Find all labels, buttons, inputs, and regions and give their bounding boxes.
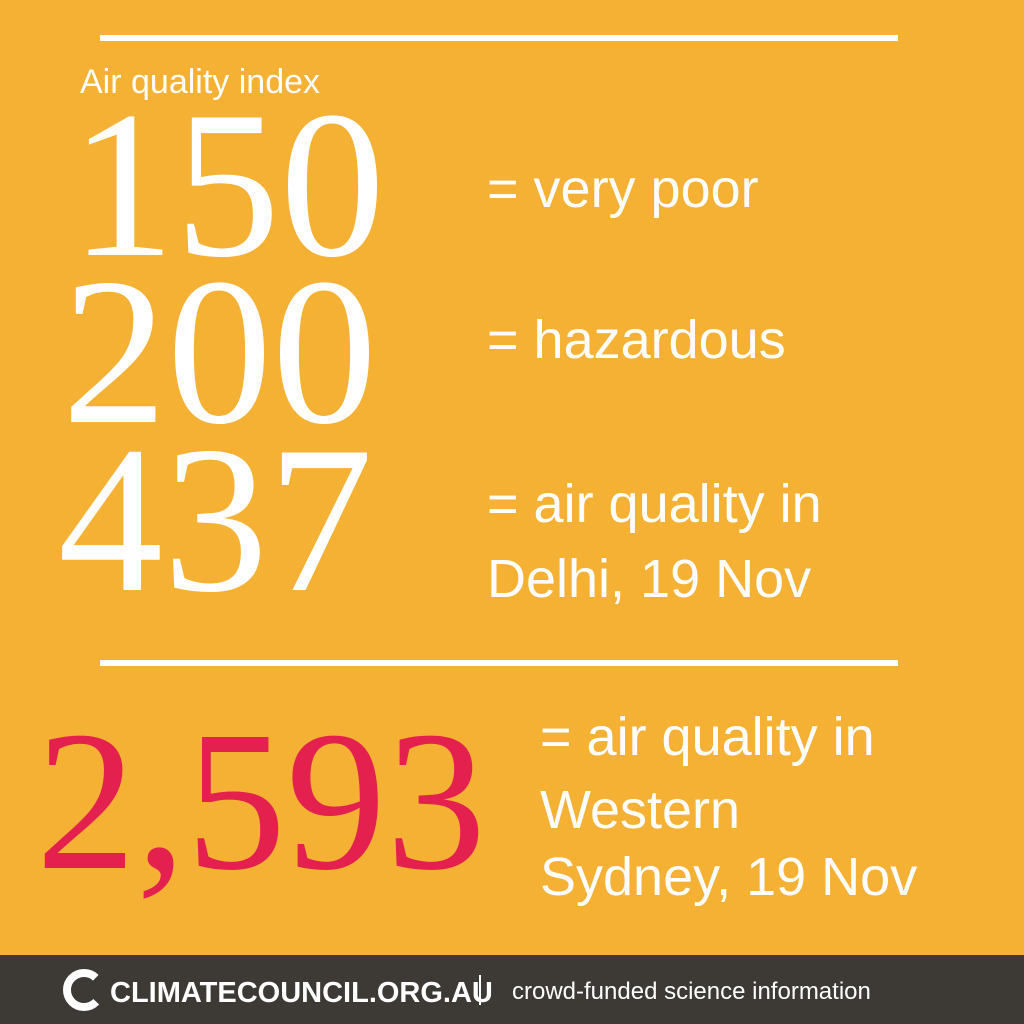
index-value: 437 (58, 404, 373, 636)
logo-ring (63, 969, 105, 1011)
index-value: 150 (70, 69, 385, 301)
highlight-description: Sydney, 19 Nov (540, 847, 917, 907)
index-description: = very poor (487, 159, 759, 219)
divider (100, 35, 898, 41)
index-description: = hazardous (487, 310, 786, 370)
highlight-description: Western (540, 780, 740, 840)
footer-bar (0, 955, 1024, 1024)
divider (100, 660, 898, 666)
brand: CLIMATECOUNCIL.ORG.AU (110, 977, 493, 1009)
index-description: Delhi, 19 Nov (487, 549, 811, 609)
highlight-description: = air quality in (540, 707, 875, 767)
title: Air quality index (80, 63, 320, 101)
highlight-value: 2,593 (36, 691, 486, 912)
index-description: = air quality in (487, 474, 822, 534)
separator (479, 975, 481, 1005)
logo (63, 969, 105, 1011)
tagline: crowd-funded science information (512, 978, 871, 1005)
index-value: 200 (62, 236, 377, 468)
